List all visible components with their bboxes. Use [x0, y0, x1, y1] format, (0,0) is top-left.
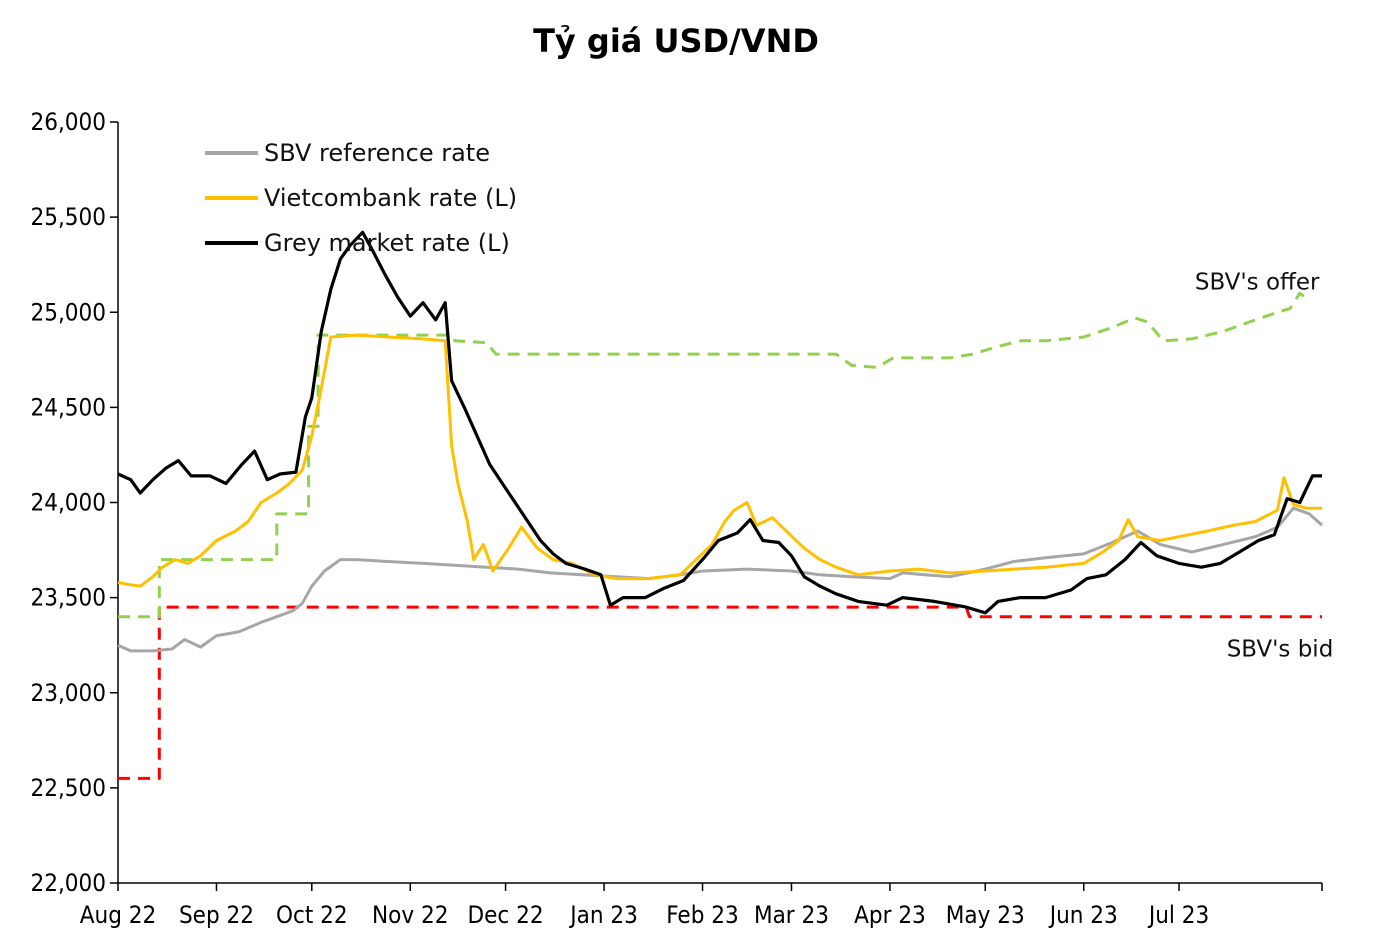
series-line-vietcombank-rate-l — [117, 333, 1322, 588]
y-tick-label: 25,000 — [30, 298, 106, 326]
chart-series-layer — [117, 230, 1324, 780]
y-tick-label: 24,500 — [30, 393, 106, 421]
y-tick-label: 23,000 — [30, 679, 106, 707]
x-tick-label: May 23 — [946, 901, 1025, 929]
series-line-sbv-s-offer — [118, 291, 1311, 619]
chart-annotations: SBV's offer SBV's bid — [1195, 269, 1333, 662]
y-tick-label: 23,500 — [30, 584, 106, 612]
x-tick-label: Aug 22 — [80, 901, 157, 929]
legend-label: SBV reference rate — [264, 139, 490, 167]
annotation-label: SBV's bid — [1227, 637, 1334, 663]
x-tick-label: Jan 23 — [568, 901, 638, 929]
y-tick-label: 26,000 — [30, 108, 106, 136]
series-line-sbv-s-bid — [118, 605, 1322, 780]
y-tick-label: 24,000 — [30, 489, 106, 517]
x-tick-label: Sep 22 — [179, 901, 254, 929]
x-tick-label: Mar 23 — [754, 901, 829, 929]
series-line-grey-market-rate-l — [117, 230, 1322, 615]
x-tick-label: Dec 22 — [468, 901, 544, 929]
chart-title: Tỷ giá USD/VND — [533, 22, 819, 60]
legend-label: Vietcombank rate (L) — [264, 184, 517, 212]
x-tick-label: Jul 23 — [1147, 901, 1209, 929]
chart-axes: 22,000 22,500 23,000 23,500 24,000 24,500 25,0… — [30, 108, 1323, 929]
x-tick-label: Oct 22 — [276, 901, 348, 929]
x-tick-label: Apr 23 — [854, 901, 926, 929]
x-tick-label: Nov 22 — [372, 901, 448, 929]
y-tick-label: 25,500 — [30, 203, 106, 231]
chart-legend: SBV reference rate Vietcombank rate (L) Gr… — [205, 139, 517, 257]
y-tick-label: 22,500 — [30, 774, 106, 802]
y-tick-label: 22,000 — [30, 869, 106, 897]
x-tick-label: Jun 23 — [1048, 901, 1118, 929]
x-tick-label: Feb 23 — [666, 901, 738, 929]
annotation-label: SBV's offer — [1195, 269, 1320, 295]
legend-label: Grey market rate (L) — [264, 229, 510, 257]
